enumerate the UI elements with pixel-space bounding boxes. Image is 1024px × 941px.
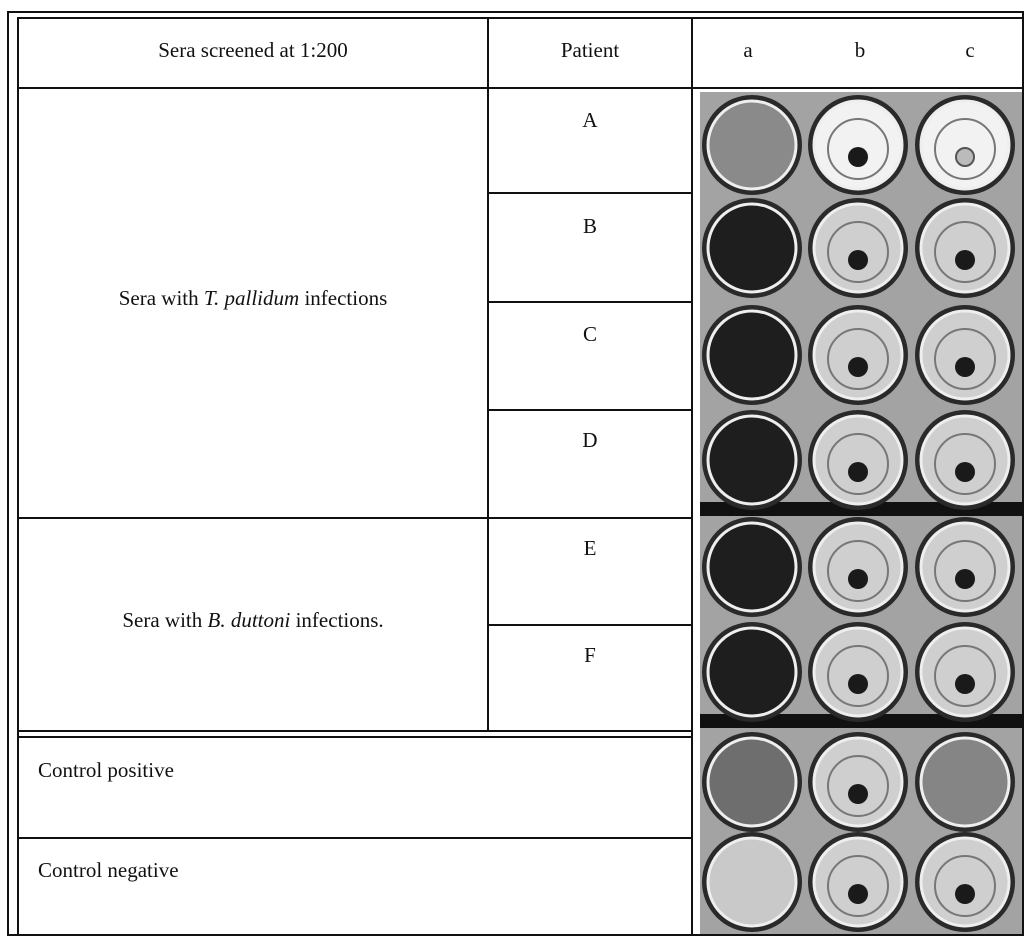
label-suffix: infections — [299, 286, 387, 310]
button — [848, 462, 868, 482]
well — [921, 523, 1009, 611]
label-prefix: Sera with — [122, 608, 207, 632]
patient-label: F — [584, 643, 596, 667]
well — [708, 204, 796, 292]
button — [956, 148, 974, 166]
header-well: c — [965, 38, 974, 62]
group-label: Sera with B. duttoni infections. — [122, 608, 383, 632]
header-title: Sera screened at 1:200 — [158, 38, 348, 62]
well — [921, 628, 1009, 716]
well — [921, 738, 1009, 826]
well — [708, 523, 796, 611]
button — [848, 784, 868, 804]
label-prefix: Sera with — [119, 286, 204, 310]
button — [848, 147, 868, 167]
well — [814, 738, 902, 826]
header-well: a — [743, 38, 753, 62]
species: B. duttoni — [208, 608, 291, 632]
well — [921, 416, 1009, 504]
control-label: Control negative — [38, 858, 179, 882]
well — [814, 101, 902, 189]
header-well: b — [855, 38, 866, 62]
patient-label: C — [583, 322, 597, 346]
well — [814, 628, 902, 716]
button — [848, 357, 868, 377]
well — [921, 204, 1009, 292]
well — [708, 311, 796, 399]
well — [708, 101, 796, 189]
button — [955, 357, 975, 377]
button — [955, 884, 975, 904]
well — [814, 416, 902, 504]
well — [814, 311, 902, 399]
well — [921, 838, 1009, 926]
species: T. pallidum — [204, 286, 299, 310]
button — [848, 569, 868, 589]
well — [921, 101, 1009, 189]
button — [955, 462, 975, 482]
patient-label: B — [583, 214, 597, 238]
button — [955, 250, 975, 270]
button — [848, 674, 868, 694]
patient-label: E — [584, 536, 597, 560]
well — [814, 204, 902, 292]
well — [708, 838, 796, 926]
well-plate-photo — [700, 92, 1024, 936]
well — [708, 416, 796, 504]
button — [848, 250, 868, 270]
button — [955, 674, 975, 694]
group-label: Sera with T. pallidum infections — [119, 286, 388, 310]
table-figure: Sera screened at 1:200 Patient a b c Ser… — [0, 0, 1024, 936]
label-suffix: infections. — [290, 608, 383, 632]
well — [814, 523, 902, 611]
patient-label: A — [582, 108, 598, 132]
header-patient: Patient — [561, 38, 619, 62]
patient-label: D — [582, 428, 597, 452]
button — [848, 884, 868, 904]
control-label: Control positive — [38, 758, 174, 782]
well — [708, 628, 796, 716]
button — [955, 569, 975, 589]
well — [814, 838, 902, 926]
well — [708, 738, 796, 826]
well — [921, 311, 1009, 399]
